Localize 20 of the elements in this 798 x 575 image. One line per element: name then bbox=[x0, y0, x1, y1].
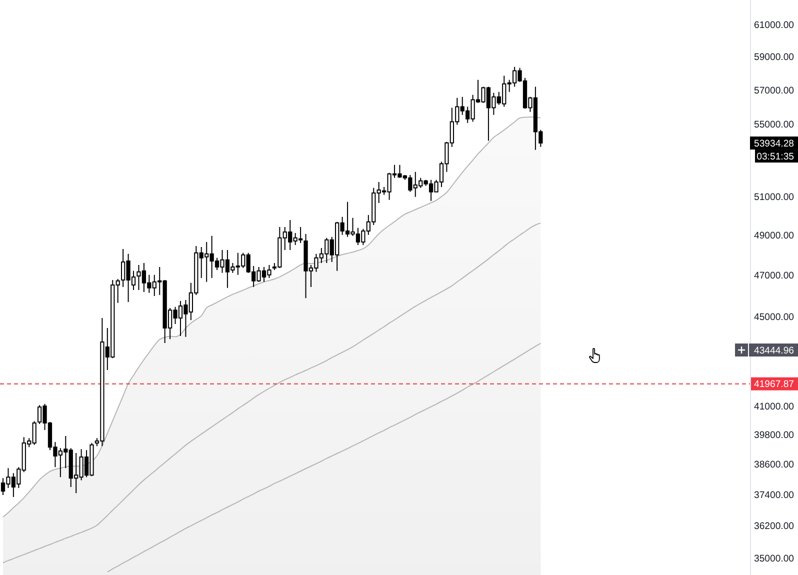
line-series bbox=[106, 342, 542, 572]
y-tick-label: 47000.00 bbox=[754, 270, 794, 282]
y-tick-label: 55000.00 bbox=[754, 120, 794, 131]
y-tick-label: 41000.00 bbox=[754, 402, 794, 413]
y-tick-label: 38600.00 bbox=[754, 460, 794, 470]
y-tick-label: 45000.00 bbox=[754, 312, 794, 324]
text: 53934.28 bbox=[754, 138, 794, 150]
line-series bbox=[2, 222, 542, 564]
y-tick-label: 35000.00 bbox=[754, 553, 794, 564]
y-tick-label: 49000.00 bbox=[754, 230, 794, 242]
y-tick-label: 36200.00 bbox=[754, 521, 794, 532]
y-tick-label: 59000.00 bbox=[754, 52, 794, 64]
y-tick-label: 51000.00 bbox=[754, 192, 794, 204]
text: 43444.96 bbox=[754, 345, 794, 356]
y-tick-label: 57000.00 bbox=[754, 85, 794, 96]
ref-line-label: 41967.87 bbox=[754, 379, 794, 390]
text: 03:51:35 bbox=[756, 151, 794, 162]
y-tick-label: 37400.00 bbox=[754, 490, 794, 501]
y-tick-label: 39800.00 bbox=[754, 430, 794, 442]
y-tick-label: 61000.00 bbox=[754, 20, 794, 32]
